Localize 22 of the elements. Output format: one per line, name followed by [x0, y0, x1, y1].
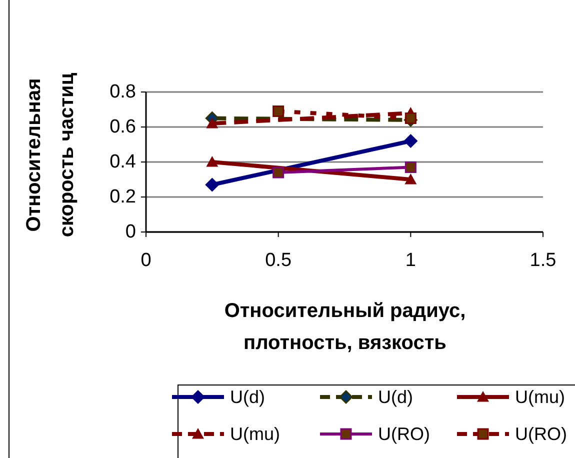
legend-label: U(RO) [515, 424, 567, 444]
point [404, 162, 416, 173]
x-tick-label: 1.5 [530, 250, 556, 271]
y-tick-label: 0.8 [110, 82, 136, 102]
x-axis-title: Относительный радиус, плотность, вязкость [224, 300, 466, 354]
y-tick-label: 0.6 [110, 116, 136, 138]
point [272, 106, 284, 117]
y-tick-label: 0.4 [110, 152, 136, 172]
x-tick-label: 0.5 [265, 250, 292, 271]
x-tick-label: 1 [405, 250, 416, 271]
legend-label: U(mu) [515, 387, 565, 407]
y-tick-label: 0 [125, 222, 136, 242]
x-tick-label: 0 [140, 250, 152, 271]
legend-label: U(RO) [378, 424, 430, 444]
legend-label: U(d) [230, 387, 265, 407]
point [404, 134, 418, 148]
y-tick-label: 0.2 [110, 186, 136, 208]
point [272, 166, 284, 178]
legend-label: U(d) [378, 387, 413, 407]
point [205, 178, 219, 192]
legend-label: U(mu) [230, 424, 280, 444]
y-axis-title: Относительная скорость частиц [23, 72, 78, 238]
